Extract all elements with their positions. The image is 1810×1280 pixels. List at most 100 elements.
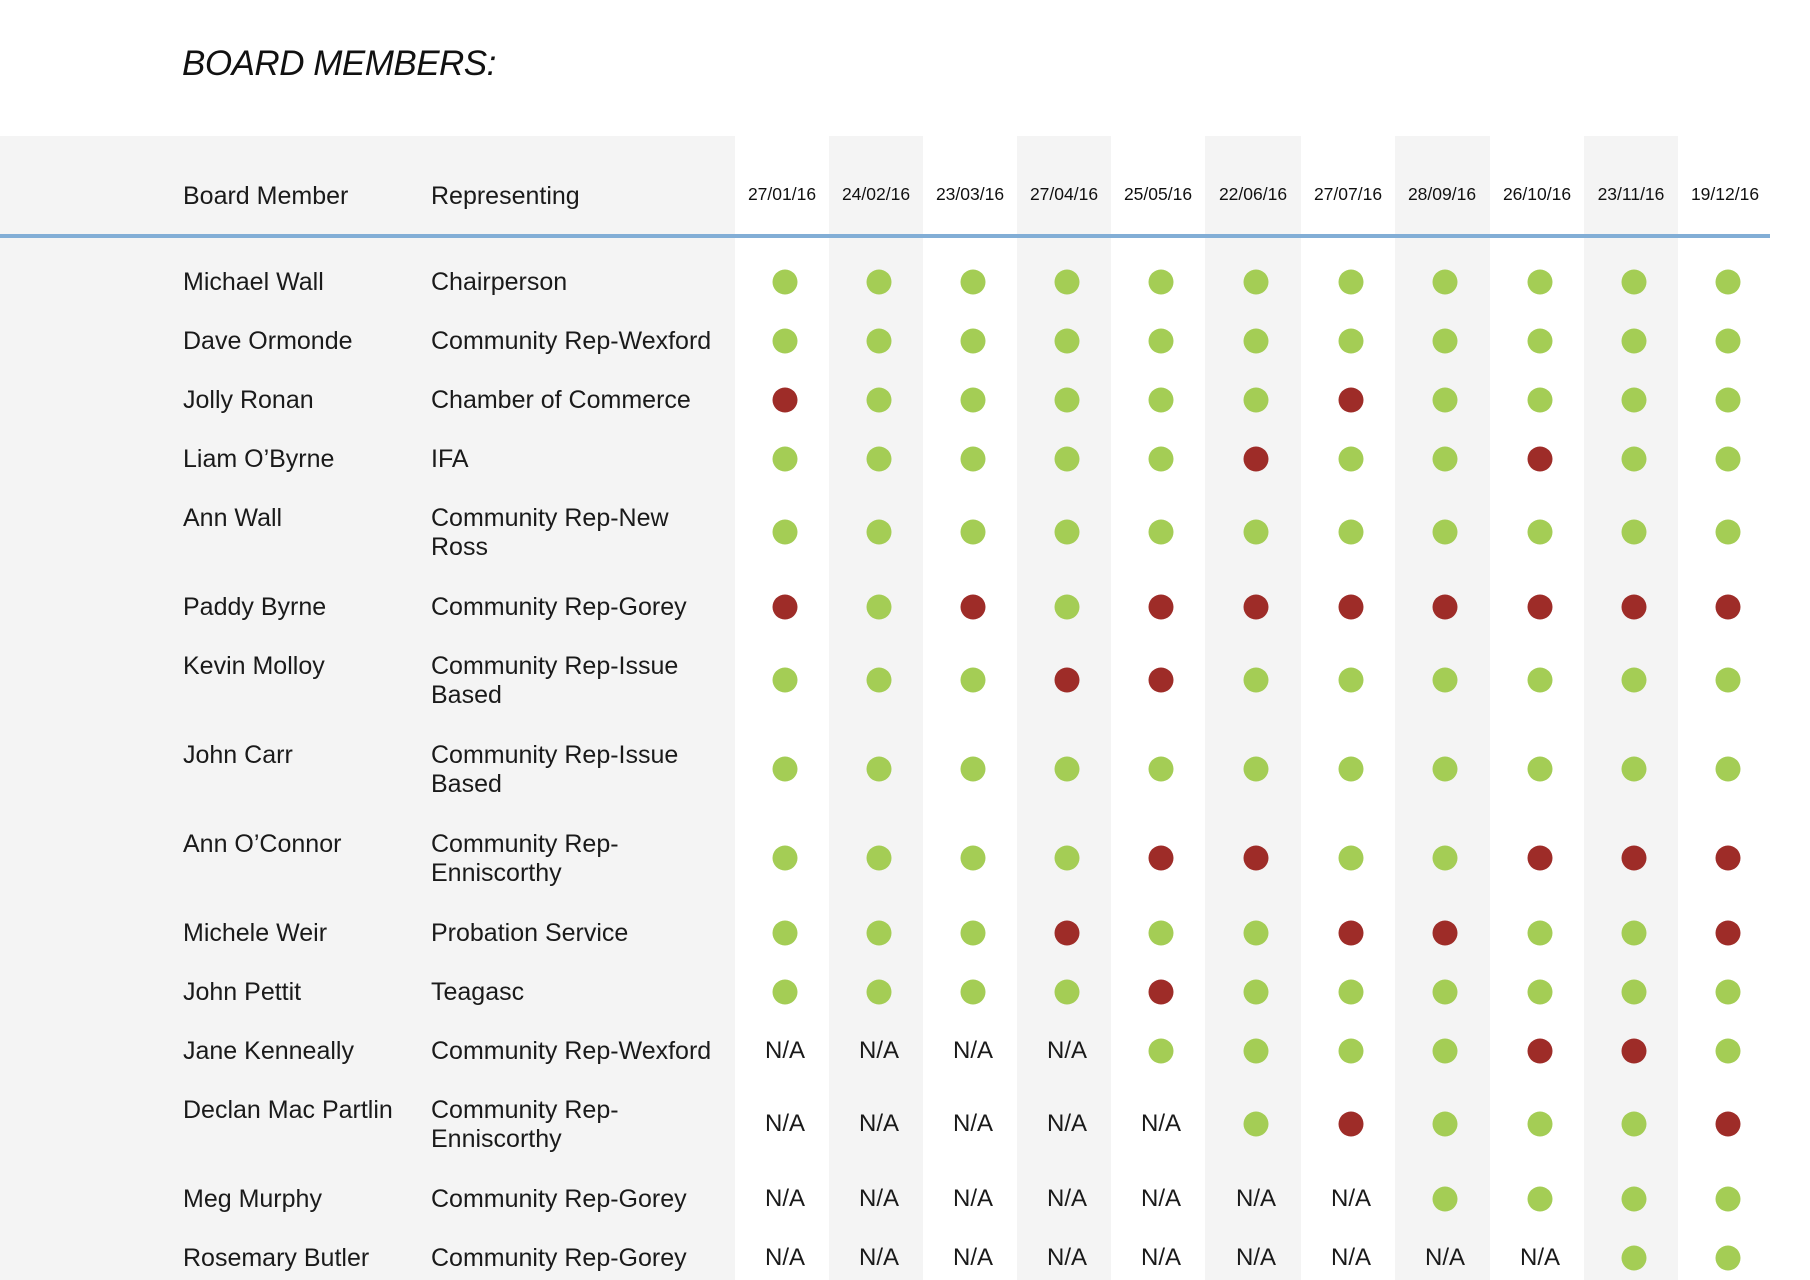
column-band [1490,136,1584,1280]
attended-dot-icon [1432,519,1458,545]
member-representing: Community Rep-Issue Based [431,741,679,798]
header-date: 23/03/16 [935,184,1005,204]
attended-dot-icon [1621,1245,1647,1271]
not-applicable-label: N/A [858,1185,900,1212]
attended-dot-icon [866,446,892,472]
not-applicable-label: N/A [952,1185,994,1212]
absent-dot-icon [1148,979,1174,1005]
attended-dot-icon [960,756,986,782]
attended-dot-icon [1243,328,1269,354]
member-representing: Community Rep-Gorey [431,593,687,621]
absent-dot-icon [1243,845,1269,871]
not-applicable-label: N/A [764,1244,806,1271]
column-band [1678,136,1772,1280]
attended-dot-icon [1338,269,1364,295]
not-applicable-label: N/A [952,1244,994,1271]
member-representing: Community Rep-Gorey [431,1185,687,1213]
attended-dot-icon [772,667,798,693]
member-representing: Community Rep-Wexford [431,327,712,355]
attended-dot-icon [1621,519,1647,545]
absent-dot-icon [1338,594,1364,620]
not-applicable-label: N/A [764,1185,806,1212]
attended-dot-icon [866,594,892,620]
member-name: Meg Murphy [183,1185,322,1213]
absent-dot-icon [1621,845,1647,871]
attended-dot-icon [1432,269,1458,295]
attended-dot-icon [1621,1111,1647,1137]
absent-dot-icon [1338,1111,1364,1137]
attended-dot-icon [1054,328,1080,354]
absent-dot-icon [772,594,798,620]
attended-dot-icon [1715,328,1741,354]
attended-dot-icon [1715,1186,1741,1212]
attended-dot-icon [772,920,798,946]
absent-dot-icon [1715,920,1741,946]
member-name: Michele Weir [183,919,328,947]
attended-dot-icon [1527,387,1553,413]
absent-dot-icon [960,594,986,620]
not-applicable-label: N/A [1046,1110,1088,1137]
member-name: Kevin Molloy [183,652,325,680]
attended-dot-icon [1054,269,1080,295]
attended-dot-icon [1432,1186,1458,1212]
column-band [1111,136,1205,1280]
attended-dot-icon [1715,1038,1741,1064]
not-applicable-label: N/A [858,1037,900,1064]
attended-dot-icon [1527,269,1553,295]
not-applicable-label: N/A [858,1110,900,1137]
attended-dot-icon [960,328,986,354]
member-representing: Chairperson [431,268,568,296]
attended-dot-icon [1243,667,1269,693]
attended-dot-icon [772,328,798,354]
absent-dot-icon [1338,387,1364,413]
attended-dot-icon [1054,756,1080,782]
table-background [0,136,1770,1280]
not-applicable-label: N/A [1330,1244,1372,1271]
attended-dot-icon [1527,1111,1553,1137]
column-band [923,136,1017,1280]
not-applicable-label: N/A [1140,1244,1182,1271]
absent-dot-icon [1527,1038,1553,1064]
member-name: Michael Wall [183,268,324,296]
attended-dot-icon [1432,667,1458,693]
member-name: Jane Kenneally [183,1037,354,1065]
not-applicable-label: N/A [764,1037,806,1064]
attended-dot-icon [1432,1038,1458,1064]
header-date: 27/07/16 [1313,184,1383,204]
attended-dot-icon [1148,387,1174,413]
absent-dot-icon [1432,920,1458,946]
absent-dot-icon [1338,920,1364,946]
attended-dot-icon [866,979,892,1005]
attended-dot-icon [1148,519,1174,545]
attended-dot-icon [1243,979,1269,1005]
attended-dot-icon [866,269,892,295]
header-date: 28/09/16 [1407,184,1477,204]
not-applicable-label: N/A [1046,1185,1088,1212]
member-representing: Probation Service [431,919,629,947]
attended-dot-icon [1621,667,1647,693]
not-applicable-label: N/A [1046,1244,1088,1271]
header-divider [0,234,1770,238]
absent-dot-icon [1243,446,1269,472]
member-representing: Community Rep-New Ross [431,504,669,561]
absent-dot-icon [1148,845,1174,871]
header-date: 24/02/16 [841,184,911,204]
attended-dot-icon [1338,446,1364,472]
attended-dot-icon [866,667,892,693]
attended-dot-icon [1621,269,1647,295]
attended-dot-icon [1715,979,1741,1005]
not-applicable-label: N/A [1046,1037,1088,1064]
attended-dot-icon [1338,845,1364,871]
attended-dot-icon [960,519,986,545]
attended-dot-icon [772,845,798,871]
header-date: 27/01/16 [747,184,817,204]
not-applicable-label: N/A [1140,1110,1182,1137]
column-band [1301,136,1395,1280]
attended-dot-icon [1338,667,1364,693]
attended-dot-icon [1243,1111,1269,1137]
header-date: 19/12/16 [1690,184,1760,204]
attended-dot-icon [1621,756,1647,782]
attended-dot-icon [1432,328,1458,354]
attended-dot-icon [960,845,986,871]
attended-dot-icon [1148,920,1174,946]
